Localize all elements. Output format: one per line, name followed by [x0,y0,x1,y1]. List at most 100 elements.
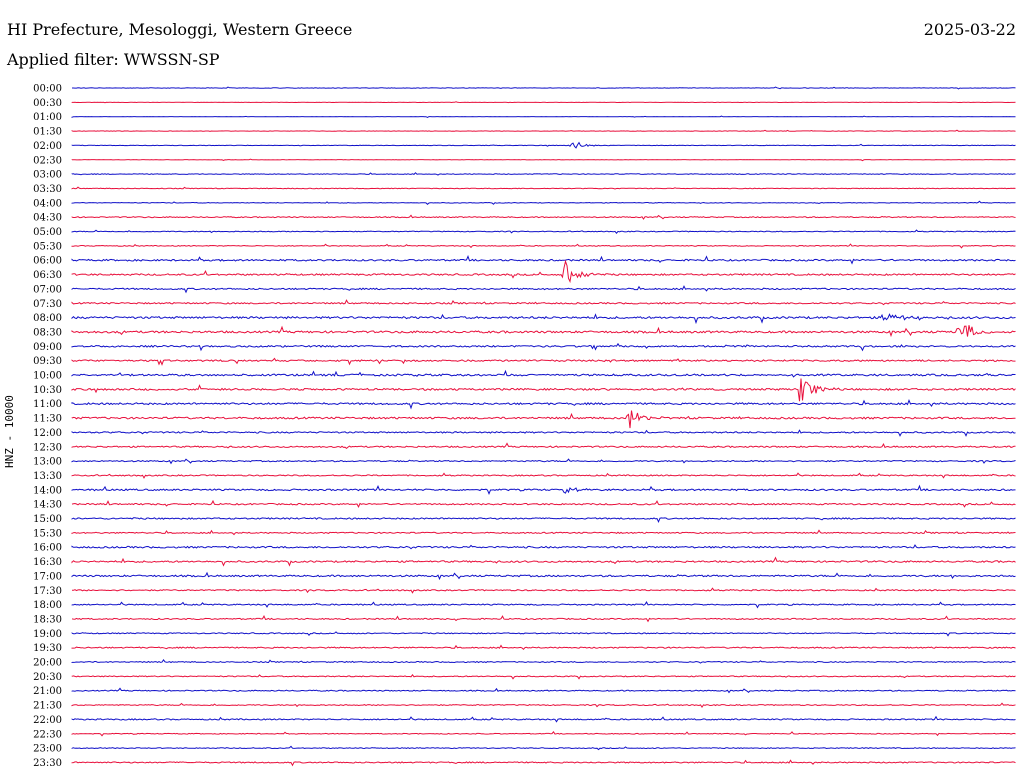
trace-row [71,378,1016,402]
trace-row [71,614,1016,623]
time-tick-label: 23:30 [33,758,62,769]
time-tick-label: 12:00 [33,428,62,439]
time-tick-label: 10:00 [33,371,62,382]
trace-row [72,587,1016,594]
trace-row [71,484,1016,496]
trace-row [71,255,1016,265]
time-tick-label: 23:00 [33,744,62,755]
time-tick-label: 14:00 [33,485,62,496]
trace-row [71,659,1016,664]
time-tick-label: 08:00 [33,313,62,324]
trace-row [71,186,1016,190]
trace-row [71,715,1016,723]
trace-row [71,499,1016,509]
trace-row [71,458,1016,465]
time-tick-label: 06:30 [33,270,62,281]
time-tick-label: 20:30 [33,672,62,683]
time-tick-label: 03:30 [33,184,62,195]
trace-row [71,200,1016,205]
trace-row [71,101,1016,104]
time-tick-label: 13:30 [33,471,62,482]
time-tick-label: 22:00 [33,715,62,726]
time-tick-label: 20:00 [33,658,62,669]
time-tick-label: 04:00 [33,198,62,209]
trace-row [71,172,1016,176]
trace-row [71,410,1016,429]
trace-row [71,687,1016,694]
trace-row [71,631,1016,637]
time-tick-label: 19:00 [33,629,62,640]
time-tick-label: 22:30 [33,729,62,740]
time-tick-label: 01:30 [33,127,62,138]
time-tick-label: 02:30 [33,155,62,166]
time-tick-label: 18:00 [33,600,62,611]
time-tick-label: 08:30 [33,327,62,338]
time-tick-label: 10:30 [33,385,62,396]
time-tick-label: 03:00 [33,170,62,181]
trace-row [71,571,1016,581]
time-tick-label: 14:30 [33,500,62,511]
trace-row [71,600,1016,609]
trace-row [71,214,1016,220]
trace-row [71,673,1016,680]
date-label: 2025-03-22 [923,20,1016,39]
trace-row [71,115,1016,118]
time-tick-label: 09:00 [33,342,62,353]
time-tick-label: 17:30 [33,586,62,597]
time-tick-label: 05:00 [33,227,62,238]
time-tick-label: 02:00 [33,141,62,152]
trace-row [71,745,1016,751]
time-tick-label: 13:00 [33,457,62,468]
time-tick-label: 15:30 [33,528,62,539]
trace-row [71,644,1016,651]
time-tick-label: 07:00 [33,284,62,295]
time-tick-label: 21:30 [33,701,62,712]
time-tick-label: 21:00 [33,686,62,697]
time-tick-label: 16:00 [33,543,62,554]
time-tick-label: 15:00 [33,514,62,525]
time-tick-label: 12:30 [33,442,62,453]
trace-row [71,556,1016,567]
trace-row [71,429,1016,437]
filter-label: Applied filter: WWSSN-SP [7,50,220,69]
trace-row [71,158,1016,162]
time-tick-label: 06:00 [33,256,62,267]
time-tick-label: 07:30 [33,299,62,310]
time-tick-label: 19:30 [33,643,62,654]
time-tick-label: 16:30 [33,557,62,568]
trace-row [71,730,1016,737]
trace-row [71,702,1016,708]
time-tick-label: 18:30 [33,614,62,625]
trace-row [72,86,1016,90]
time-tick-label: 05:30 [33,241,62,252]
station-title: HI Prefecture, Mesologgi, Western Greece [7,20,353,39]
trace-row [71,399,1016,410]
trace-row [71,285,1016,294]
trace-row [71,544,1016,550]
trace-row [71,529,1016,536]
trace-row [71,517,1016,524]
trace-row [71,299,1016,306]
trace-row [71,369,1016,378]
time-tick-label: 04:30 [33,213,62,224]
time-tick-label: 11:30 [33,414,62,425]
time-tick-label: 09:30 [33,356,62,367]
time-tick-label: 17:00 [33,571,62,582]
time-tick-label: 00:30 [33,98,62,109]
trace-row [71,342,1016,352]
trace-row [71,325,1016,338]
trace-row [71,141,1016,149]
time-tick-label: 11:00 [33,399,62,410]
time-tick-label: 00:00 [33,84,62,95]
trace-row [71,313,1016,325]
time-tick-label: 01:00 [33,112,62,123]
trace-row [71,472,1016,479]
trace-row [71,259,1016,284]
trace-row [71,759,1016,767]
trace-row [71,357,1016,366]
trace-row [71,129,1016,132]
trace-row [71,243,1016,249]
trace-row [71,229,1016,234]
trace-row [71,442,1016,450]
